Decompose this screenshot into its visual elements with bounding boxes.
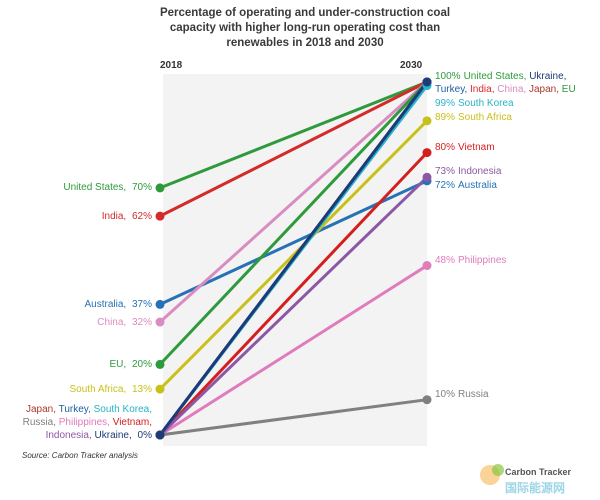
point-label: 72% Australia xyxy=(435,179,595,192)
slope-line xyxy=(159,80,428,190)
country-name: Turkey xyxy=(435,84,470,95)
country-name: India xyxy=(470,84,497,95)
point xyxy=(422,77,432,87)
country-name: Australia xyxy=(85,299,129,310)
point-label: 100%United StatesUkraine TurkeyIndiaChina… xyxy=(435,70,595,96)
value-label: 72% xyxy=(435,180,456,192)
slope-line xyxy=(159,80,428,218)
country-name: Philippines xyxy=(59,417,113,428)
point-label: United States70% xyxy=(2,181,152,194)
point xyxy=(422,172,432,182)
point xyxy=(155,211,165,221)
country-name: Indonesia xyxy=(46,430,95,441)
country-name: EU xyxy=(561,84,576,95)
country-name: Russia xyxy=(458,388,489,400)
country-name: South Africa xyxy=(458,112,512,123)
value-label: 100% xyxy=(435,71,461,82)
point-label: JapanTurkeySouth Korea RussiaPhilippinesV… xyxy=(2,403,152,442)
column-header: 2018 xyxy=(160,60,183,71)
country-name: Vietnam xyxy=(113,417,152,428)
slope-line xyxy=(158,176,429,437)
point xyxy=(422,395,432,405)
country-name: South Africa xyxy=(70,384,129,395)
country-name: United States xyxy=(63,182,129,193)
point-label: 10% Russia xyxy=(435,388,595,401)
slope-line xyxy=(158,80,429,324)
value-label: 37% xyxy=(131,298,152,310)
point-label: 99% South Korea xyxy=(435,97,595,110)
country-name: Philippines xyxy=(458,254,507,266)
slope-line xyxy=(158,81,429,436)
country-name: Australia xyxy=(458,180,497,192)
point-label: South Africa13% xyxy=(2,383,153,396)
country-name: United States xyxy=(464,71,530,82)
value-label: 32% xyxy=(131,316,152,328)
country-name: Japan xyxy=(529,84,562,95)
country-name: South Korea xyxy=(94,404,152,415)
country-name: Vietnam xyxy=(458,141,495,153)
country-name: Ukraine xyxy=(529,71,566,82)
point xyxy=(155,317,165,327)
country-name: Russia xyxy=(23,417,59,428)
value-label: 20% xyxy=(131,358,152,370)
chart-title: Percentage of operating and under-constr… xyxy=(159,7,451,49)
point xyxy=(422,148,432,158)
country-name: Indonesia xyxy=(458,166,502,178)
logo xyxy=(492,464,504,476)
slope-line xyxy=(159,398,428,437)
point xyxy=(422,116,432,126)
point-label: EU20% xyxy=(2,358,152,371)
point xyxy=(422,261,432,271)
country-name: Japan xyxy=(26,404,59,415)
point xyxy=(155,299,165,309)
value-label: 13% xyxy=(131,383,152,395)
point-label: 73% Indonesia xyxy=(435,165,595,178)
column-header: 2030 xyxy=(400,60,423,71)
source: Source: Carbon Tracker analysis xyxy=(22,451,138,460)
point-label: India62% xyxy=(2,210,152,223)
point-label: China32% xyxy=(2,316,152,329)
country-name: China xyxy=(97,317,129,328)
slope-line xyxy=(158,80,429,366)
point-label: 80% Vietnam xyxy=(435,141,595,154)
point xyxy=(155,430,165,440)
point-label: Australia37% xyxy=(2,298,152,311)
value-label: 99% xyxy=(435,98,456,109)
value-label: 70% xyxy=(131,182,152,194)
value-label: 80% xyxy=(435,141,456,153)
value-label: 48% xyxy=(435,254,456,266)
point xyxy=(155,359,165,369)
country-name: India xyxy=(102,211,129,222)
value-label: 62% xyxy=(131,210,152,222)
country-name: Turkey xyxy=(59,404,94,415)
value-label: 0% xyxy=(137,429,152,441)
country-name: EU xyxy=(110,359,129,370)
country-name: Ukraine xyxy=(95,430,135,441)
value-label: 89% xyxy=(435,112,456,123)
point xyxy=(155,183,165,193)
value-label: 73% xyxy=(435,166,456,178)
slope-line xyxy=(158,119,429,391)
watermark: 国际能源网 xyxy=(505,481,566,495)
slope-line xyxy=(158,151,429,437)
slope-line xyxy=(159,264,428,437)
point-label: 89% South Africa xyxy=(435,111,595,124)
point-label: 48% Philippines xyxy=(435,254,595,267)
country-name: China xyxy=(497,84,529,95)
point xyxy=(155,384,165,394)
watermark: Carbon Tracker xyxy=(505,467,572,477)
country-name: South Korea xyxy=(458,98,514,109)
value-label: 10% xyxy=(435,388,456,400)
